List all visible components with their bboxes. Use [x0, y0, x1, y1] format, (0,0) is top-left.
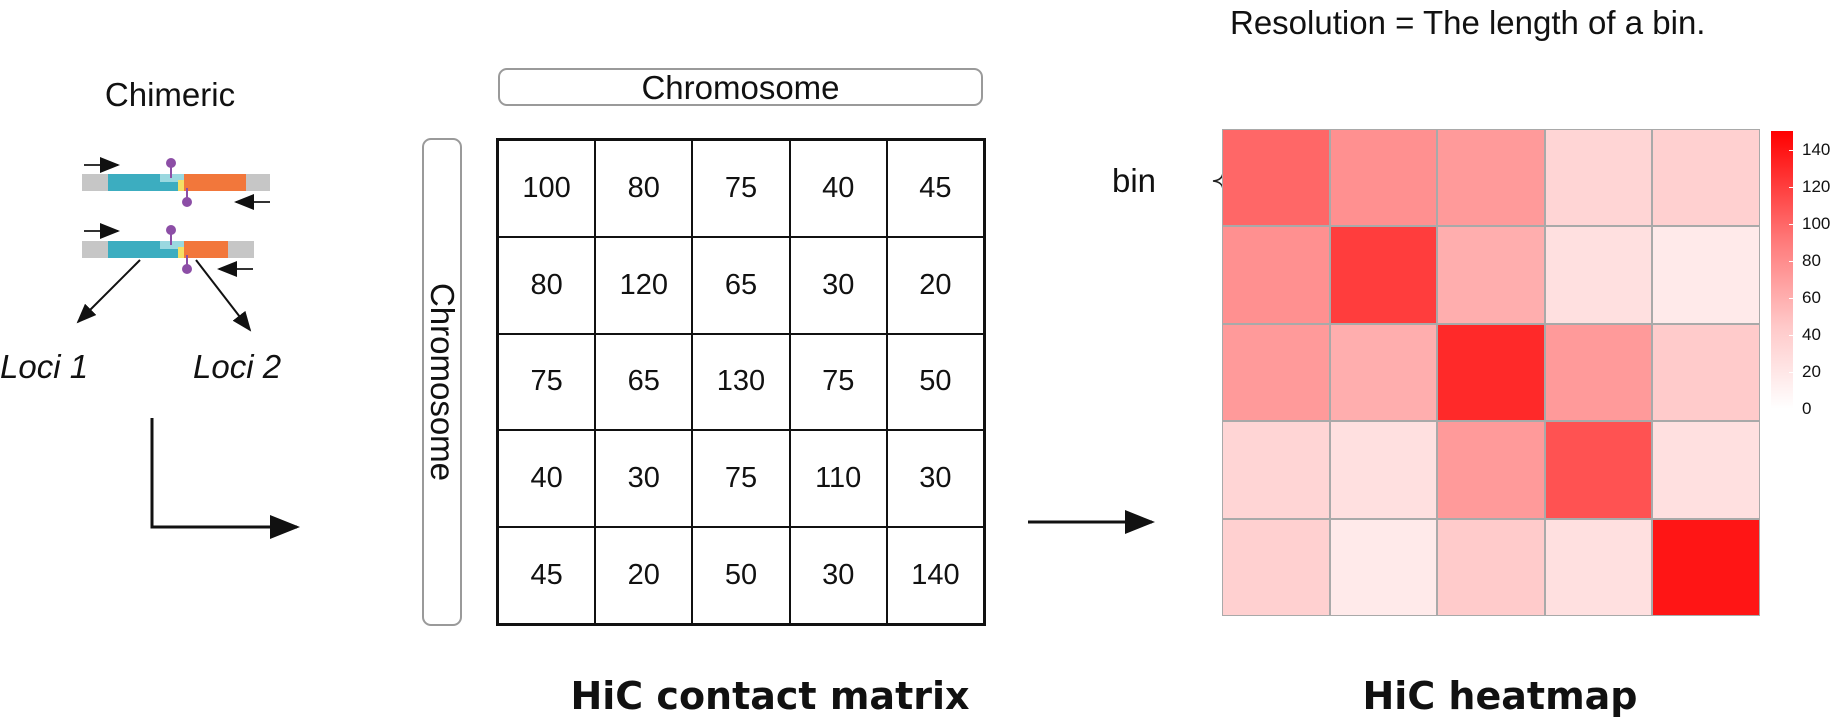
heatmap-cell [1544, 323, 1653, 422]
chromosome-axis-left: Chromosome [422, 138, 462, 626]
heatmap-cell [1437, 323, 1545, 422]
matrix-cell: 45 [498, 527, 596, 624]
matrix-cell: 80 [498, 236, 596, 334]
heatmap-cell [1222, 421, 1330, 519]
matrix-cell: 140 [886, 527, 984, 624]
matrix-cell: 50 [692, 527, 790, 624]
loci-1-arrow [76, 259, 141, 324]
heatmap-cell [1544, 518, 1653, 616]
matrix-cell: 120 [595, 236, 693, 334]
matrix-cell: 50 [886, 333, 984, 431]
matrix-cell: 30 [595, 430, 693, 528]
colorbar-tick-label: 120 [1802, 176, 1831, 196]
colorbar-tick-mark [1789, 334, 1795, 336]
heatmap-cell [1544, 226, 1653, 324]
heatmap-cell [1544, 421, 1653, 519]
colorbar-tick-label: 20 [1802, 361, 1821, 381]
colorbar-tick-label: 100 [1802, 213, 1831, 233]
colorbar-tick-label: 0 [1802, 399, 1812, 418]
loci-2-label: Loci 2 [193, 348, 282, 385]
colorbar-tick-label: 40 [1802, 324, 1821, 344]
colorbar-tick-label: 80 [1802, 250, 1821, 270]
heatmap-cell [1222, 129, 1330, 227]
colorbar-tick-mark [1789, 149, 1795, 151]
heatmap-cell [1652, 421, 1760, 519]
matrix-cell: 110 [789, 430, 887, 528]
chromosome-axis-left-label: Chromosome [424, 282, 461, 482]
heatmap-cell [1544, 129, 1653, 227]
heatmap-cell [1329, 421, 1438, 519]
elbow-arrow-to-matrix [150, 418, 300, 539]
matrix-cell: 130 [692, 333, 790, 431]
matrix-cell: 40 [498, 430, 596, 528]
matrix-cell: 75 [692, 430, 790, 528]
heatmap-grid [1222, 129, 1760, 616]
heatmap-caption: HiC heatmap [1362, 674, 1638, 718]
heatmap-cell [1222, 323, 1330, 422]
matrix-cell: 45 [886, 140, 984, 237]
colorbar-tick-mark [1789, 297, 1795, 299]
contact-matrix: 100 80 75 40 45 80 120 65 30 20 75 65 13… [496, 138, 986, 626]
matrix-cell: 20 [886, 236, 984, 334]
matrix-caption: HiC contact matrix [570, 674, 970, 718]
matrix-cell: 75 [692, 140, 790, 237]
matrix-cell: 65 [692, 236, 790, 334]
matrix-cell: 75 [498, 333, 596, 431]
chromosome-axis-top: Chromosome [498, 68, 983, 106]
matrix-cell: 30 [789, 527, 887, 624]
heatmap-cell [1329, 323, 1438, 422]
heatmap-cell [1652, 323, 1760, 422]
colorbar-tick-mark [1789, 371, 1795, 373]
loci-1-label: Loci 1 [0, 348, 89, 385]
matrix-cell: 80 [595, 140, 693, 237]
matrix-cell: 100 [498, 140, 596, 237]
colorbar-tick-label: 60 [1802, 287, 1821, 307]
resolution-note: Resolution = The length of a bin. [1230, 4, 1706, 41]
colorbar-tick-mark [1789, 223, 1795, 225]
matrix-cell: 20 [595, 527, 693, 624]
chimeric-title: Chimeric [104, 76, 236, 113]
colorbar-tick-mark [1789, 186, 1795, 188]
heatmap-cell [1329, 518, 1438, 616]
matrix-cell: 75 [789, 333, 887, 431]
heatmap-cell [1652, 129, 1760, 227]
colorbar-tick-label: 140 [1802, 139, 1831, 159]
heatmap-cell [1437, 421, 1545, 519]
matrix-cell: 40 [789, 140, 887, 237]
colorbar-tick-mark [1789, 260, 1795, 262]
heatmap-cell [1652, 226, 1760, 324]
matrix-cell: 30 [789, 236, 887, 334]
loci-2-arrow [195, 259, 252, 332]
heatmap-cell [1652, 518, 1760, 616]
heatmap-colorbar [1771, 131, 1793, 409]
heatmap-cell [1329, 226, 1438, 324]
chimeric-read-2 [82, 223, 254, 277]
heatmap-colorbar-ticks: 140 120 100 80 60 40 20 0 [1789, 131, 1838, 418]
heatmap-cell [1437, 129, 1545, 227]
heatmap-cell [1437, 226, 1545, 324]
matrix-cell: 65 [595, 333, 693, 431]
heatmap-cell [1329, 129, 1438, 227]
colorbar-tick-mark [1789, 409, 1795, 410]
heatmap-cell [1222, 226, 1330, 324]
heatmap-cell [1437, 518, 1545, 616]
bin-label: bin [1112, 162, 1157, 199]
matrix-cell: 30 [886, 430, 984, 528]
heatmap-cell [1222, 518, 1330, 616]
chimeric-read-1 [82, 157, 270, 210]
